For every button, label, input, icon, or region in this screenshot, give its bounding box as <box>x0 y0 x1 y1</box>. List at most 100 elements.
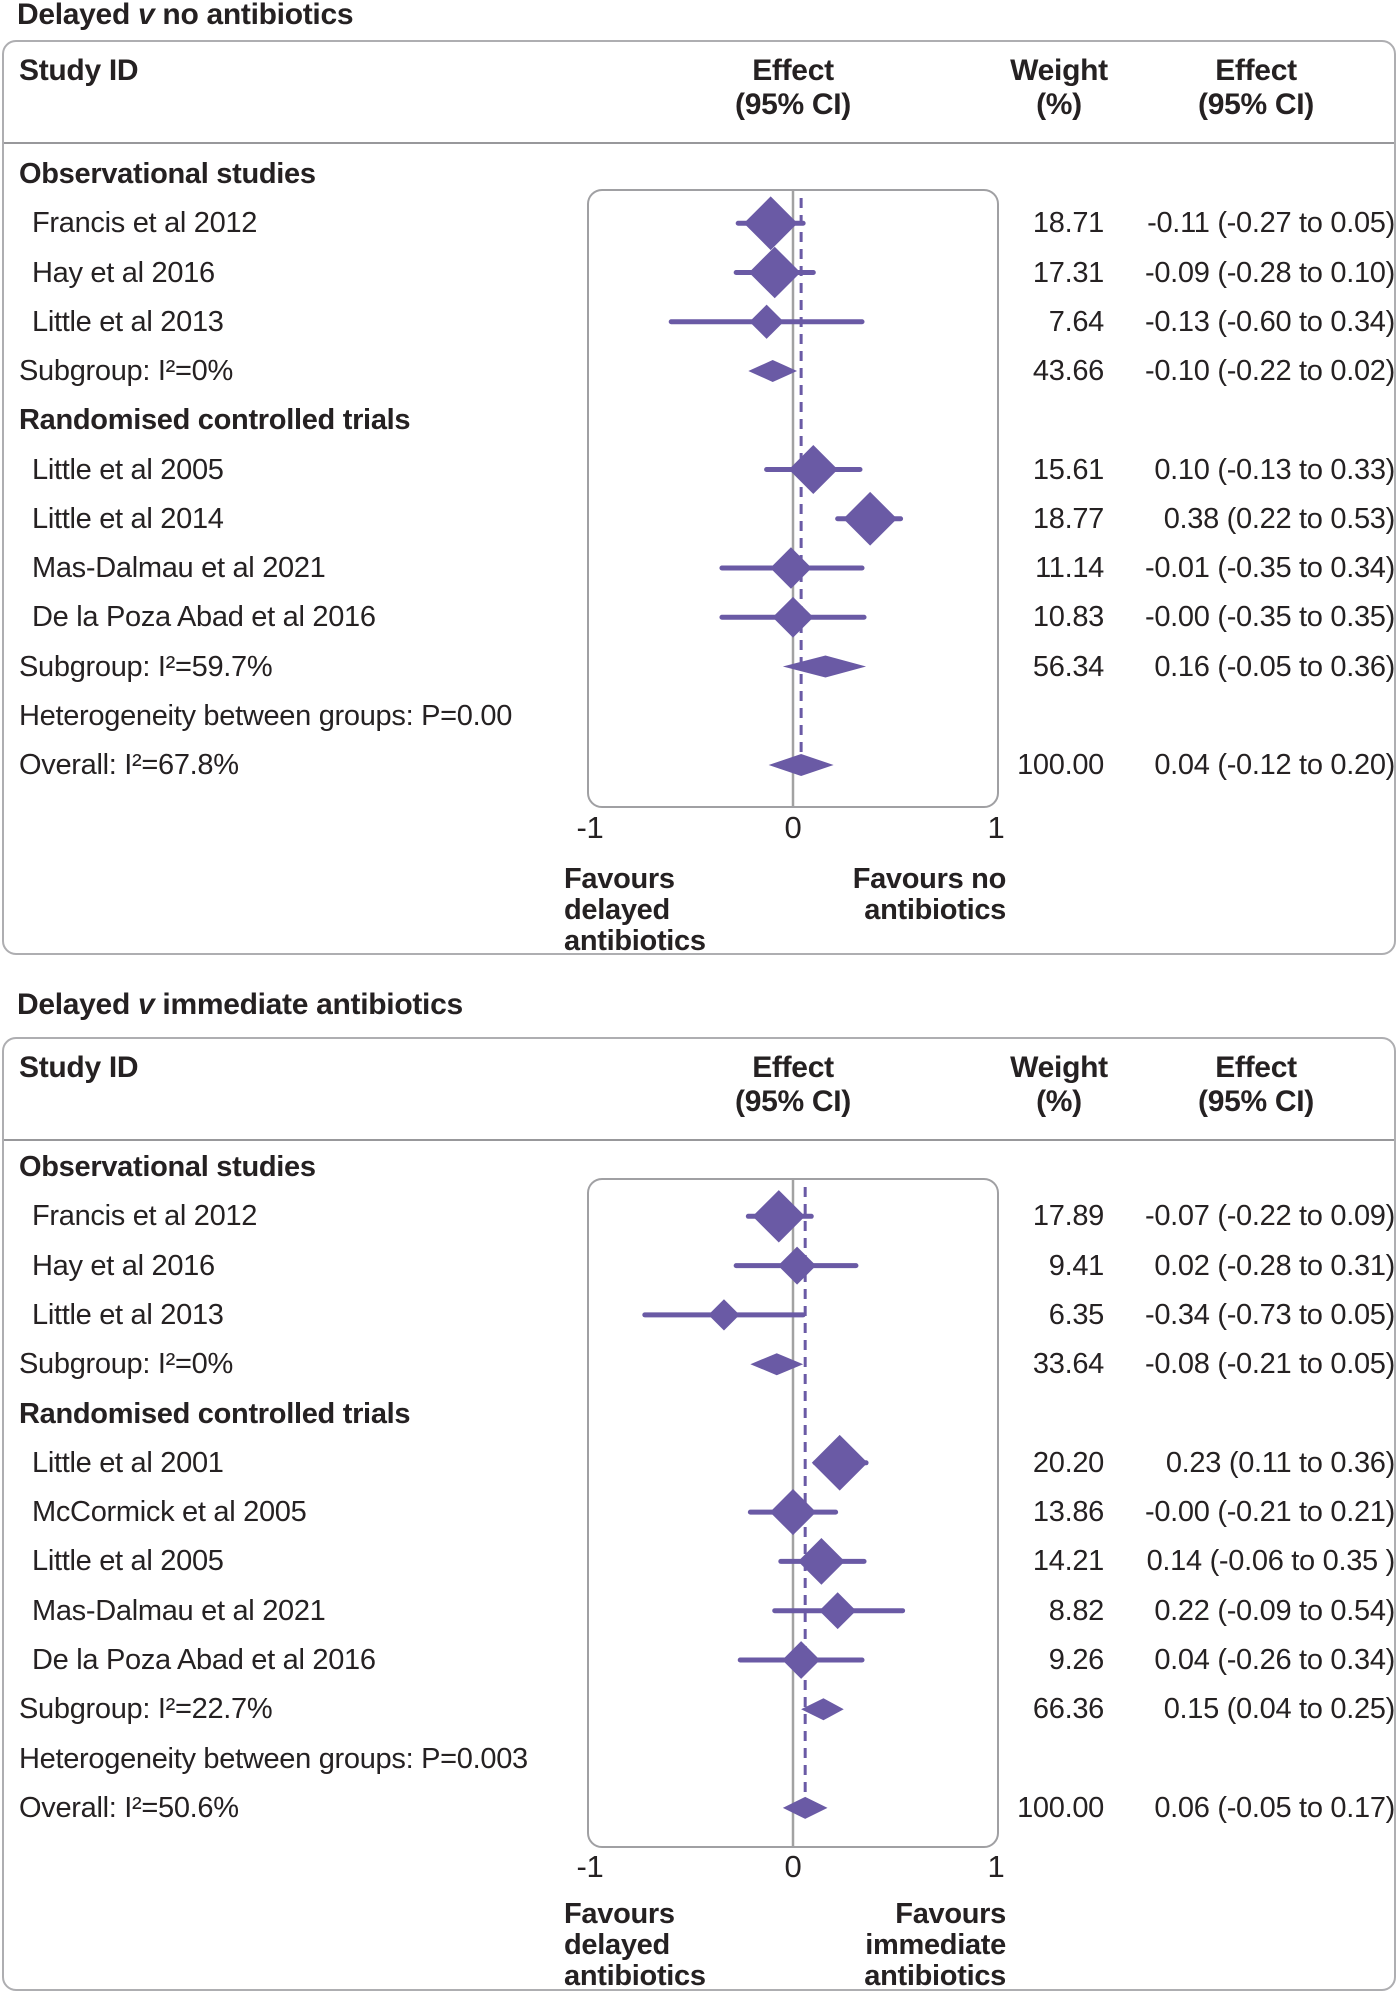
effect-ci-value: -0.10 (-0.22 to 0.02) <box>1144 355 1395 387</box>
study-label: Francis et al 2012 <box>32 207 258 240</box>
study-label: De la Poza Abad et al 2016 <box>32 1644 376 1676</box>
summary-diamond <box>782 1796 828 1819</box>
weight-value: 43.66 <box>1032 355 1104 387</box>
column-header-line: (%) <box>1036 88 1082 121</box>
summary-diamond <box>782 655 867 678</box>
summary-diamond <box>750 1353 804 1376</box>
forest-plot-canvas <box>587 1178 999 1848</box>
effect-ci-value: 0.04 (-0.26 to 0.34) <box>1154 1644 1395 1676</box>
column-header-effect-ci: Effect (95% CI) <box>1116 54 1396 122</box>
summary-label: Subgroup: I²=22.7% <box>19 1693 273 1726</box>
column-header-line: Weight <box>1010 1051 1108 1084</box>
effect-ci-value: 0.04 (-0.12 to 0.20) <box>1154 749 1395 781</box>
summary-diamond <box>768 754 834 776</box>
effect-ci-value: 0.06 (-0.05 to 0.17) <box>1154 1791 1395 1824</box>
weight-value: 17.89 <box>1032 1200 1104 1233</box>
panel-title: Delayed v immediate antibiotics <box>17 988 463 1022</box>
column-header-effect-plot: Effect (95% CI) <box>653 1051 933 1119</box>
favours-left-label: antibiotics <box>564 1960 706 1992</box>
column-header-line: Effect <box>1215 1051 1297 1084</box>
effect-ci-value: 0.02 (-0.28 to 0.31) <box>1154 1249 1395 1282</box>
weight-value: 18.77 <box>1032 502 1104 535</box>
column-header-study-id: Study ID <box>19 54 139 87</box>
weight-value: 11.14 <box>1035 552 1104 584</box>
column-header-line: (95% CI) <box>735 88 851 121</box>
weight-value: 18.71 <box>1032 207 1104 240</box>
weight-value: 15.61 <box>1032 453 1104 486</box>
header-divider <box>4 1139 1394 1141</box>
weight-value: 17.31 <box>1032 256 1104 289</box>
effect-ci-value: -0.34 (-0.73 to 0.05) <box>1144 1298 1395 1331</box>
title-text: no antibiotics <box>154 0 354 31</box>
weight-value: 20.20 <box>1032 1446 1104 1479</box>
heterogeneity-note: Heterogeneity between groups: P=0.003 <box>19 1742 528 1775</box>
column-header-effect-ci: Effect (95% CI) <box>1116 1051 1396 1119</box>
column-header-line: Effect <box>752 1051 834 1084</box>
study-diamond <box>819 1592 857 1630</box>
favours-left-label: antibiotics <box>564 925 706 957</box>
weight-value: 9.41 <box>1048 1249 1105 1282</box>
summary-label: Overall: I²=50.6% <box>19 1791 239 1824</box>
favours-right-label: antibiotics <box>864 1960 1006 1992</box>
plot-box-outline <box>587 1178 999 1848</box>
weight-value: 9.26 <box>1048 1644 1105 1676</box>
effect-ci-value: -0.00 (-0.35 to 0.35) <box>1144 601 1395 634</box>
favours-left-label: Favours <box>564 1898 675 1930</box>
study-label: De la Poza Abad et al 2016 <box>32 601 376 634</box>
study-diamond <box>811 1434 868 1491</box>
group-header-label: Observational studies <box>19 1151 316 1183</box>
column-header-line: Weight <box>1010 54 1108 87</box>
weight-value: 100.00 <box>1017 1791 1104 1824</box>
study-diamond <box>752 1190 806 1243</box>
study-diamond <box>782 1641 820 1679</box>
favours-left-label: Favours <box>564 863 675 895</box>
column-header-line: (%) <box>1036 1085 1082 1118</box>
study-label: Hay et al 2016 <box>32 1249 215 1282</box>
study-diamond <box>708 1299 740 1331</box>
study-label: Little et al 2005 <box>32 1545 224 1578</box>
weight-value: 7.64 <box>1048 305 1105 338</box>
weight-value: 56.34 <box>1032 650 1104 683</box>
column-header-line: (95% CI) <box>735 1085 851 1118</box>
title-versus: v <box>138 0 155 31</box>
study-diamond <box>772 596 814 638</box>
column-header-line: (95% CI) <box>1198 1085 1314 1118</box>
favours-right-label: Favours <box>895 1898 1006 1930</box>
summary-label: Subgroup: I²=59.7% <box>19 650 273 683</box>
forest-panel-box: Study ID Effect (95% CI) Weight (%) Effe… <box>2 40 1396 957</box>
header-divider <box>4 142 1394 144</box>
title-versus: v <box>138 988 155 1021</box>
effect-ci-value: 0.14 (-0.06 to 0.35 ) <box>1146 1545 1396 1578</box>
axis-tick-label: 0 <box>784 1849 802 1884</box>
column-header-line: (95% CI) <box>1198 88 1314 121</box>
column-header-weight: Weight (%) <box>959 54 1159 122</box>
axis-tick-label: -1 <box>576 1849 604 1884</box>
summary-label: Subgroup: I²=0% <box>19 1348 233 1381</box>
study-label: Francis et al 2012 <box>32 1200 258 1233</box>
summary-diamond <box>801 1698 844 1721</box>
effect-ci-value: -0.07 (-0.22 to 0.09) <box>1144 1200 1395 1233</box>
study-diamond <box>843 491 898 546</box>
study-label: Little et al 2013 <box>32 305 224 338</box>
weight-value: 33.64 <box>1032 1348 1104 1381</box>
study-label: Little et al 2014 <box>32 502 224 535</box>
weight-value: 10.83 <box>1032 601 1104 634</box>
study-label: Little et al 2001 <box>32 1446 224 1479</box>
effect-ci-value: 0.23 (0.11 to 0.36) <box>1165 1446 1395 1479</box>
favours-right-label: antibiotics <box>864 894 1006 926</box>
study-label: Mas-Dalmau et al 2021 <box>32 552 326 584</box>
weight-value: 13.86 <box>1032 1496 1104 1529</box>
effect-ci-value: 0.38 (0.22 to 0.53) <box>1163 502 1396 535</box>
title-text: Delayed <box>17 988 138 1021</box>
study-diamond <box>749 304 784 339</box>
study-diamond <box>770 547 812 589</box>
study-label: Hay et al 2016 <box>32 256 215 289</box>
column-header-effect-plot: Effect (95% CI) <box>653 54 933 122</box>
column-header-study-id: Study ID <box>19 1051 139 1084</box>
effect-ci-value: -0.11 (-0.27 to 0.05) <box>1147 207 1395 240</box>
study-diamond <box>769 1489 817 1536</box>
summary-diamond <box>748 360 798 382</box>
column-header-line: Effect <box>1215 54 1297 87</box>
plot-box-outline <box>587 189 999 808</box>
